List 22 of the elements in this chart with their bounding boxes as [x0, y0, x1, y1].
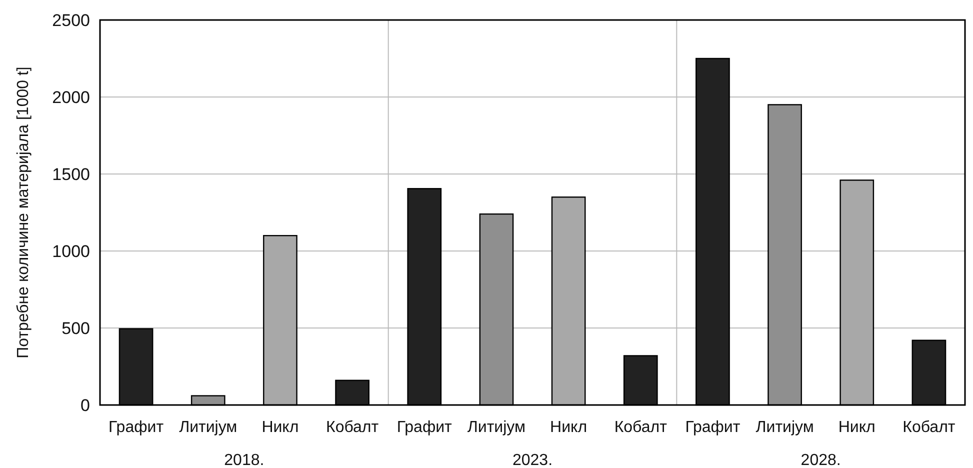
- y-tick-label: 0: [80, 396, 90, 415]
- x-tick-label: Графит: [108, 419, 164, 436]
- text: 2028.: [800, 452, 841, 468]
- x-tick-label: Кобалт: [902, 419, 956, 436]
- y-tick-label: 1500: [52, 164, 90, 184]
- x-tick-label: Никл: [550, 419, 588, 436]
- text: 2018.: [224, 452, 264, 468]
- x-tick-label: Литијум: [179, 419, 238, 436]
- x-tick-label: Никл: [262, 419, 299, 436]
- y-axis-title: Потребне количине материјала [1000 t]: [15, 66, 32, 358]
- y-tick-label: 2500: [52, 10, 90, 30]
- y-tick-label: 2000: [52, 88, 90, 107]
- x-tick-label: Никл: [838, 419, 876, 436]
- y-tick-label: 1000: [52, 242, 90, 261]
- text: 2023.: [512, 452, 553, 468]
- x-tick-label: Литијум: [467, 419, 526, 436]
- x-tick-label: Кобалт: [614, 419, 668, 436]
- x-tick-label: Кобалт: [326, 419, 380, 436]
- y-tick-label: 500: [62, 318, 90, 338]
- x-tick-label: Графит: [396, 419, 453, 436]
- x-tick-label: Графит: [685, 419, 741, 436]
- x-tick-label: Литијум: [756, 419, 814, 436]
